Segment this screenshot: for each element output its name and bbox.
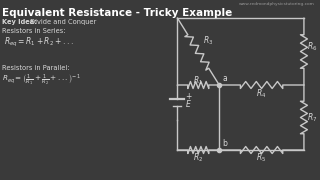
Text: a: a (222, 74, 227, 83)
Text: $R_6$: $R_6$ (307, 40, 317, 53)
Text: $R_3$: $R_3$ (203, 34, 213, 46)
Text: www.redmondphysicstutoring.com: www.redmondphysicstutoring.com (239, 2, 315, 6)
Text: $R_2$: $R_2$ (193, 152, 204, 165)
Text: Equivalent Resistance - Tricky Example: Equivalent Resistance - Tricky Example (2, 8, 232, 18)
Text: +: + (185, 92, 192, 101)
Text: Resistors in Parallel:: Resistors in Parallel: (2, 65, 69, 71)
Text: Divide and Conquer: Divide and Conquer (28, 19, 96, 25)
Text: $E$: $E$ (185, 98, 192, 109)
Text: b: b (222, 139, 227, 148)
Text: $R_{eq} = R_1 + R_2 + ...$: $R_{eq} = R_1 + R_2 + ...$ (4, 36, 74, 49)
Text: Key Idea:: Key Idea: (2, 19, 37, 25)
Text: $R_4$: $R_4$ (256, 87, 267, 100)
Text: Resistors in Series:: Resistors in Series: (2, 28, 66, 34)
Text: $R_7$: $R_7$ (307, 111, 317, 124)
Text: $R_5$: $R_5$ (257, 152, 267, 165)
Text: $R_1$: $R_1$ (193, 74, 204, 87)
Text: $R_{eq} = \left(\frac{1}{R_1} + \frac{1}{R_2} + ...\right)^{-1}$: $R_{eq} = \left(\frac{1}{R_1} + \frac{1}… (2, 73, 81, 88)
